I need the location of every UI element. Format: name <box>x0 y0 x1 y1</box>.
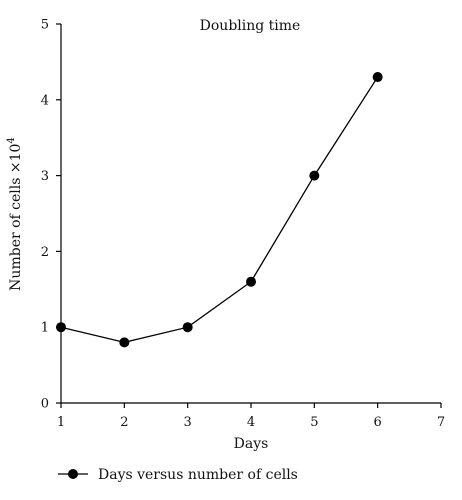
legend-label: Days versus number of cells <box>98 467 298 483</box>
y-axis-title: Number of cells ×104 <box>6 137 24 291</box>
y-tick-label: 0 <box>41 397 49 412</box>
data-point <box>182 322 193 333</box>
y-tick-label: 5 <box>41 18 49 33</box>
y-tick-label: 4 <box>41 93 49 108</box>
x-tick-label: 4 <box>247 415 255 430</box>
x-tick-label: 5 <box>310 415 318 430</box>
x-ticks: 1 2 3 4 5 6 7 <box>57 403 445 430</box>
y-tick-label: 3 <box>41 169 49 184</box>
axes <box>60 24 441 404</box>
chart-title: Doubling time <box>200 18 301 34</box>
x-tick-label: 2 <box>120 415 128 430</box>
y-tick-label: 1 <box>41 321 49 336</box>
data-point <box>56 322 66 333</box>
legend: Days versus number of cells <box>58 467 298 483</box>
plot-series <box>56 72 383 348</box>
data-point <box>309 170 320 181</box>
series-line <box>60 76 379 344</box>
x-tick-label: 7 <box>437 415 445 430</box>
y-axis-title-base: Number of cells ×10 <box>8 144 24 291</box>
x-tick-label: 3 <box>184 415 192 430</box>
x-tick-label: 1 <box>57 415 65 430</box>
data-point <box>119 337 130 348</box>
y-tick-label: 2 <box>41 245 49 260</box>
data-point <box>372 72 383 83</box>
data-point <box>246 276 256 287</box>
legend-marker <box>68 469 78 479</box>
x-axis-title: Days <box>234 436 269 452</box>
x-tick-label: 6 <box>374 415 382 430</box>
y-ticks: 0 1 2 3 4 5 <box>41 18 61 412</box>
y-axis-title-exponent: 4 <box>6 137 17 143</box>
